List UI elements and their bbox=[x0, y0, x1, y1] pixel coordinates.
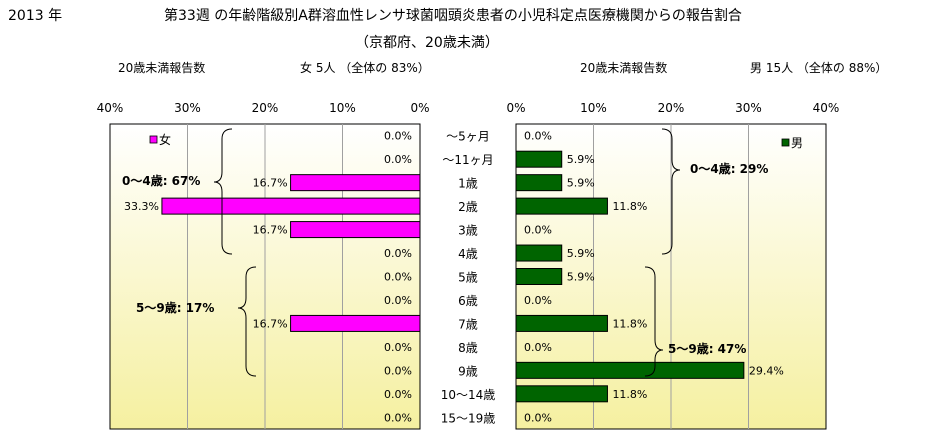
male-bar bbox=[515, 268, 563, 285]
age-category-label: 4歳 bbox=[458, 247, 478, 261]
male-bar bbox=[515, 150, 563, 168]
male-bar bbox=[515, 244, 563, 262]
age-category-label: 3歳 bbox=[458, 224, 478, 238]
male-value-label: 5.9% bbox=[567, 153, 595, 166]
male-value-label: 5.9% bbox=[567, 177, 595, 190]
age-category-label: 8歳 bbox=[458, 341, 478, 355]
female-value-label: 0.0% bbox=[384, 341, 412, 354]
male-value-label: 11.8% bbox=[612, 200, 647, 213]
right-summary: 男 15人 （全体の 88%） bbox=[750, 60, 887, 75]
left-tick-40: 40% bbox=[97, 101, 124, 115]
female-value-label: 16.7% bbox=[253, 317, 288, 330]
age-category-label: 5歳 bbox=[458, 271, 478, 285]
right-legend: 男 bbox=[781, 136, 803, 150]
male-value-label: 0.0% bbox=[524, 341, 552, 354]
age-category-label: 15～19歳 bbox=[441, 411, 496, 425]
right-group-0-4-label: 0～4歳: 29% bbox=[690, 161, 768, 176]
male-value-label: 5.9% bbox=[567, 271, 595, 284]
left-brace-5-9 bbox=[237, 266, 257, 377]
age-category-label: 9歳 bbox=[458, 364, 478, 378]
age-category-label: ～5ヶ月 bbox=[446, 130, 490, 144]
right-axis-ticks: 0% 10% 20% 30% 40% bbox=[506, 101, 839, 115]
right-group-5-9-label: 5～9歳: 47% bbox=[668, 341, 746, 356]
year-label: 2013 年 bbox=[8, 8, 62, 24]
female-value-label: 0.0% bbox=[384, 271, 412, 284]
left-tick-10: 10% bbox=[329, 101, 356, 115]
age-category-label: 1歳 bbox=[458, 177, 478, 191]
left-tick-30: 30% bbox=[174, 101, 201, 115]
age-category-label: 6歳 bbox=[458, 294, 478, 308]
left-axis-ticks: 40% 30% 20% 10% 0% bbox=[97, 101, 430, 115]
left-count-label: 20歳未満報告数 bbox=[118, 60, 205, 75]
female-bar bbox=[161, 197, 421, 215]
right-tick-0: 0% bbox=[506, 101, 525, 115]
age-category-label: 7歳 bbox=[458, 317, 478, 331]
right-tick-20: 20% bbox=[658, 101, 685, 115]
left-legend: 女 bbox=[149, 132, 171, 147]
left-tick-20: 20% bbox=[252, 101, 279, 115]
left-summary: 女 5人 （全体の 83%） bbox=[300, 60, 430, 75]
male-bar bbox=[515, 314, 608, 332]
left-tick-0: 0% bbox=[410, 101, 429, 115]
male-value-label: 0.0% bbox=[524, 224, 552, 237]
male-value-label: 11.8% bbox=[612, 388, 647, 401]
right-count-label: 20歳未満報告数 bbox=[580, 60, 667, 75]
female-value-label: 16.7% bbox=[253, 224, 288, 237]
left-legend-label: 女 bbox=[159, 132, 171, 147]
right-tick-30: 30% bbox=[735, 101, 762, 115]
female-value-label: 0.0% bbox=[384, 388, 412, 401]
left-brace-0-4 bbox=[213, 128, 233, 255]
male-bar bbox=[515, 174, 563, 192]
female-value-label: 0.0% bbox=[384, 153, 412, 166]
female-bar bbox=[290, 174, 421, 192]
right-tick-10: 10% bbox=[580, 101, 607, 115]
female-value-label: 33.3% bbox=[124, 200, 159, 213]
female-value-label: 0.0% bbox=[384, 247, 412, 260]
right-brace-0-4 bbox=[661, 128, 681, 255]
female-value-label: 0.0% bbox=[384, 411, 412, 424]
female-value-label: 16.7% bbox=[253, 177, 288, 190]
female-value-label: 0.0% bbox=[384, 294, 412, 307]
male-bar bbox=[515, 361, 745, 379]
chart-title: 第33週 の年齢階級別A群溶血性レンサ球菌咽頭炎患者の小児科定点医療機関からの報… bbox=[164, 7, 742, 24]
right-brace-5-9 bbox=[644, 266, 664, 377]
male-value-label: 11.8% bbox=[612, 317, 647, 330]
male-bar bbox=[515, 197, 608, 215]
right-tick-40: 40% bbox=[813, 101, 840, 115]
female-bar bbox=[290, 314, 421, 332]
age-category-label: 2歳 bbox=[458, 200, 478, 214]
age-category-label: 10～14歳 bbox=[441, 388, 496, 402]
right-legend-label: 男 bbox=[791, 136, 803, 150]
male-value-label: 0.0% bbox=[524, 411, 552, 424]
male-value-label: 5.9% bbox=[567, 247, 595, 260]
age-category-label: ～11ヶ月 bbox=[442, 153, 493, 167]
left-legend-swatch bbox=[149, 135, 158, 144]
right-legend-swatch bbox=[781, 138, 790, 147]
female-bar bbox=[290, 221, 421, 239]
chart-subtitle: （京都府、20歳未満） bbox=[355, 35, 499, 51]
female-value-label: 0.0% bbox=[384, 364, 412, 377]
male-value-label: 0.0% bbox=[524, 294, 552, 307]
male-value-label: 29.4% bbox=[749, 364, 784, 377]
female-value-label: 0.0% bbox=[384, 130, 412, 143]
left-group-5-9-label: 5～9歳: 17% bbox=[136, 300, 214, 315]
male-value-label: 0.0% bbox=[524, 130, 552, 143]
male-bar bbox=[515, 385, 608, 403]
left-group-0-4-label: 0～4歳: 67% bbox=[122, 173, 200, 188]
